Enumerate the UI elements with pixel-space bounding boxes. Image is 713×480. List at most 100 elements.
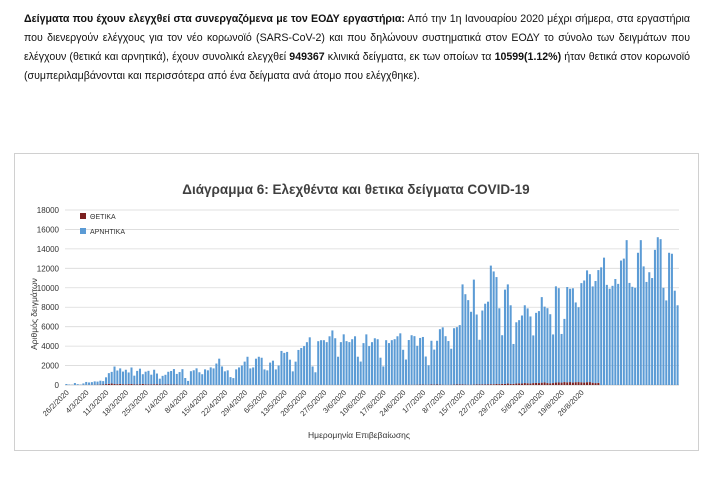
- y-tick-label: 8000: [41, 303, 59, 312]
- bar-negative: [557, 288, 560, 383]
- y-tick-label: 10000: [37, 284, 60, 293]
- bar-negative: [569, 288, 572, 383]
- bar-negative: [260, 357, 263, 385]
- bar-positive: [532, 383, 535, 385]
- bar-negative: [342, 334, 345, 385]
- bar-negative: [73, 383, 76, 385]
- bar-negative: [187, 380, 190, 385]
- bar-negative: [634, 287, 637, 385]
- bar-negative: [170, 371, 173, 385]
- bar-positive: [141, 383, 144, 385]
- bar-negative: [359, 361, 362, 385]
- bar-negative: [136, 370, 139, 385]
- bar-negative: [141, 374, 144, 384]
- bar-negative: [518, 320, 521, 384]
- bar-negative: [317, 341, 320, 385]
- bar-negative: [467, 300, 470, 385]
- bar-negative: [529, 316, 532, 384]
- bar-negative: [362, 343, 365, 385]
- bar-negative: [659, 239, 662, 385]
- bar-negative: [554, 286, 557, 383]
- bar-negative: [402, 349, 405, 385]
- bar-negative: [407, 340, 410, 385]
- bar-negative: [586, 270, 589, 383]
- bar-negative: [184, 378, 187, 385]
- bar-positive: [150, 384, 153, 385]
- bar-positive: [569, 382, 572, 385]
- bar-positive: [107, 383, 110, 385]
- bar-negative: [653, 249, 656, 385]
- bar-negative: [574, 302, 577, 383]
- bar-negative: [648, 272, 651, 385]
- bar-negative: [560, 333, 563, 383]
- bar-positive: [583, 382, 586, 385]
- intro-paragraph: Δείγματα που έχουν ελεγχθεί στα συνεργαζ…: [24, 10, 690, 86]
- legend: ΘΕΤΙΚΑ ΑΡΝΗΤΙΚΑ: [80, 213, 125, 236]
- bar-negative: [212, 368, 215, 385]
- bar-positive: [147, 384, 150, 385]
- bar-positive: [503, 383, 507, 385]
- bar-negative: [116, 370, 119, 385]
- bar-negative: [594, 280, 597, 384]
- bar-positive: [492, 384, 495, 385]
- bar-negative: [153, 369, 156, 385]
- bar-positive: [498, 384, 501, 386]
- bar-negative: [549, 314, 552, 384]
- bar-negative: [453, 328, 456, 385]
- bar-negative: [348, 342, 351, 385]
- bar-positive: [486, 384, 490, 385]
- bar-positive: [124, 384, 127, 385]
- bar-negative: [399, 333, 402, 385]
- bar-negative: [291, 371, 294, 385]
- bar-negative: [455, 327, 458, 385]
- bar-positive: [574, 382, 577, 385]
- bar-negative: [526, 308, 529, 384]
- bar-negative: [515, 322, 518, 384]
- bar-positive: [591, 382, 594, 385]
- bar-negative: [540, 297, 543, 383]
- bar-positive: [512, 383, 515, 385]
- bar-negative: [221, 366, 224, 385]
- bar-negative: [192, 370, 195, 385]
- bar-negative: [537, 311, 540, 384]
- bar-negative: [571, 288, 574, 383]
- bar-negative: [297, 349, 300, 385]
- bar-negative: [252, 367, 255, 385]
- bar-negative: [404, 359, 407, 385]
- bar-negative: [461, 284, 464, 385]
- y-tick-label: 18000: [37, 206, 60, 215]
- bar-negative: [639, 240, 642, 385]
- bar-negative: [96, 381, 99, 385]
- bar-negative: [608, 288, 611, 385]
- bar-negative: [489, 265, 492, 385]
- bar-negative: [218, 358, 221, 385]
- bar-positive: [116, 384, 119, 386]
- bar-negative: [532, 335, 535, 384]
- bar-negative: [481, 310, 484, 385]
- bar-positive: [543, 382, 546, 385]
- x-axis-label: Ημερομηνία Επιβεβαίωσης: [308, 430, 410, 440]
- bar-negative: [619, 260, 623, 385]
- bar-negative: [498, 308, 501, 385]
- bar-negative: [512, 343, 515, 384]
- bar-positive: [552, 383, 555, 385]
- bar-negative: [611, 285, 614, 385]
- bar-negative: [535, 312, 538, 383]
- bar-negative: [328, 336, 331, 385]
- y-tick-labels: 0 2000 4000 6000 8000 10000 12000 14000 16000 180…: [37, 206, 60, 390]
- bar-negative: [625, 240, 628, 385]
- bar-positive: [458, 384, 461, 385]
- bar-negative: [102, 381, 105, 385]
- bar-positive: [529, 383, 532, 385]
- bar-positive: [577, 382, 580, 385]
- bar-positive: [588, 382, 591, 385]
- bar-negative: [178, 372, 181, 385]
- bar-negative: [617, 283, 620, 385]
- bar-negative: [300, 348, 303, 385]
- bar-positive: [127, 384, 130, 386]
- bar-negative: [484, 303, 487, 385]
- bar-negative: [631, 286, 634, 385]
- bar-negative: [337, 356, 340, 385]
- bar-negative: [583, 280, 586, 383]
- bar-negative: [373, 338, 376, 385]
